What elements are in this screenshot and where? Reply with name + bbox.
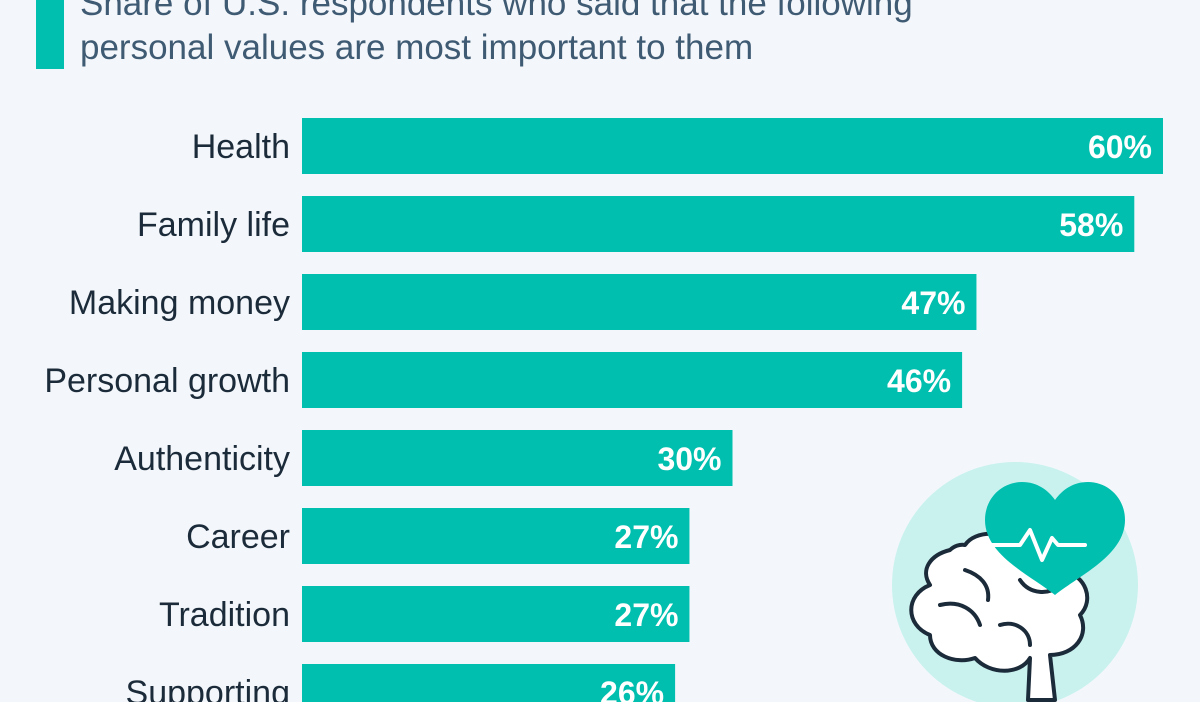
- category-label: Tradition: [159, 596, 290, 634]
- bar-making-money: [302, 274, 977, 330]
- category-label: Authenticity: [114, 440, 290, 478]
- chart-subtitle: Share of U.S. respondents who said that …: [80, 0, 1160, 70]
- bar-family-life: [302, 196, 1135, 252]
- bar-tradition: [302, 586, 690, 642]
- health-illustration: [892, 462, 1138, 702]
- value-label: 26%: [600, 675, 664, 702]
- category-label: Making money: [69, 284, 290, 322]
- category-label: Health: [192, 128, 290, 166]
- value-label: 27%: [614, 519, 678, 555]
- category-label: Personal growth: [44, 362, 290, 400]
- bar-career: [302, 508, 690, 564]
- value-label: 60%: [1088, 129, 1152, 165]
- category-label: Family life: [137, 206, 290, 244]
- bar-authenticity: [302, 430, 733, 486]
- category-label: Career: [186, 518, 290, 556]
- bar-health: [302, 118, 1163, 174]
- category-label: Supporting: [126, 674, 290, 702]
- bar-supporting: [302, 664, 676, 702]
- heartbeat-line-icon: [988, 528, 1087, 562]
- value-label: 30%: [657, 441, 721, 477]
- value-label: 27%: [614, 597, 678, 633]
- bar-personal-growth: [302, 352, 963, 408]
- value-label: 47%: [901, 285, 965, 321]
- title-accent-bar: [36, 0, 64, 69]
- subtitle-line-1: Share of U.S. respondents who said that …: [80, 0, 913, 23]
- value-label: 58%: [1059, 207, 1123, 243]
- value-label: 46%: [887, 363, 951, 399]
- subtitle-line-2: personal values are most important to th…: [80, 28, 754, 67]
